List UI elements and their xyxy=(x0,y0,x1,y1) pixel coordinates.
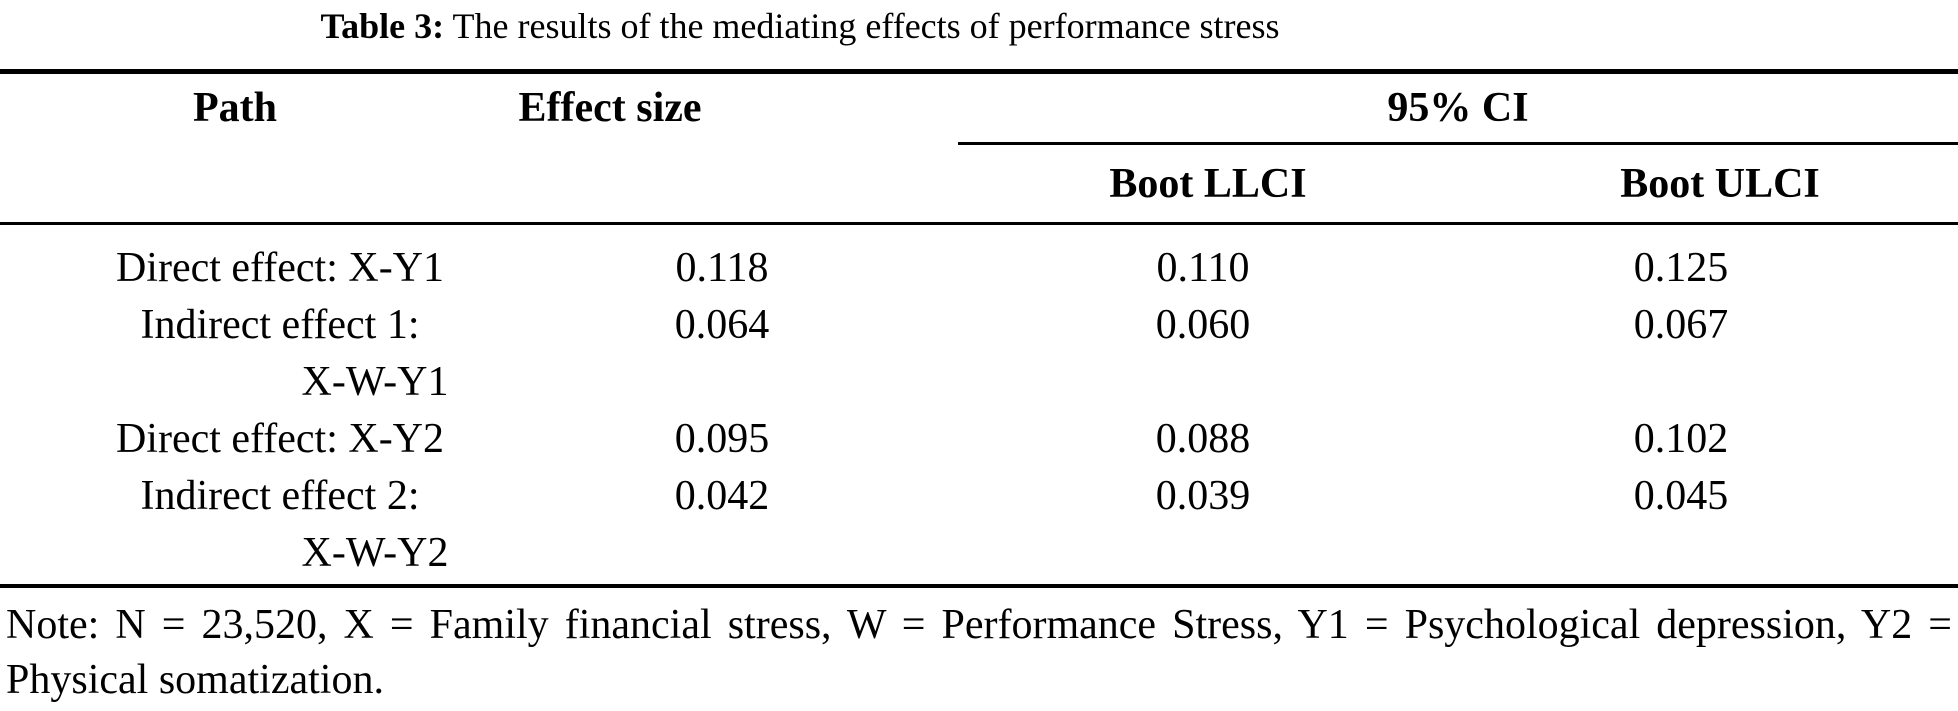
path-line-1: Indirect effect 1: xyxy=(140,302,420,348)
effect-size-cell: 0.118 xyxy=(675,245,769,291)
column-header-path: Path xyxy=(193,85,277,131)
table-title-text: The results of the mediating effects of … xyxy=(444,6,1280,46)
header-bottom-rule xyxy=(0,222,1958,225)
table-row: Indirect effect 1: X-W-Y1 0.064 0.060 0.… xyxy=(0,297,1958,411)
note-line-2: Physical somatization. xyxy=(6,657,384,703)
path-cell: Indirect effect 1: X-W-Y1 xyxy=(0,297,560,411)
table-number-label: Table 3: xyxy=(320,6,445,46)
boot-ulci-cell: 0.045 xyxy=(1633,473,1729,519)
table-note: Note: N = 23,520, X = Family financial s… xyxy=(6,598,1952,708)
boot-ulci-cell: 0.102 xyxy=(1633,416,1729,462)
boot-llci-cell: 0.039 xyxy=(1155,473,1251,519)
path-line-2: X-W-Y1 xyxy=(301,359,449,405)
effect-size-cell: 0.042 xyxy=(674,473,770,519)
table-bottom-rule xyxy=(0,584,1958,588)
ci-spanner-rule xyxy=(958,142,1958,145)
column-header-ci: 95% CI xyxy=(1387,85,1529,131)
boot-ulci-cell: 0.125 xyxy=(1633,245,1729,291)
path-cell: Indirect effect 2: X-W-Y2 xyxy=(0,468,560,582)
path-line-1: Indirect effect 2: xyxy=(140,473,420,519)
path-cell: Direct effect: X-Y1 xyxy=(115,245,445,291)
path-line-2: X-W-Y2 xyxy=(301,530,449,576)
column-header-boot-ulci: Boot ULCI xyxy=(1620,161,1820,207)
table-row: Direct effect: X-Y2 0.095 0.088 0.102 xyxy=(0,411,1958,468)
table-body: Direct effect: X-Y1 0.118 0.110 0.125 In… xyxy=(0,240,1958,582)
boot-llci-cell: 0.110 xyxy=(1156,245,1250,291)
table-row: Indirect effect 2: X-W-Y2 0.042 0.039 0.… xyxy=(0,468,1958,582)
note-line-1: Note: N = 23,520, X = Family financial s… xyxy=(6,602,1952,648)
boot-ulci-cell: 0.067 xyxy=(1633,302,1729,348)
table-title: Table 3: The results of the mediating ef… xyxy=(0,4,1600,48)
column-header-boot-llci: Boot LLCI xyxy=(1109,161,1307,207)
boot-llci-cell: 0.088 xyxy=(1155,416,1251,462)
column-header-effect-size: Effect size xyxy=(518,85,702,131)
table-row: Direct effect: X-Y1 0.118 0.110 0.125 xyxy=(0,240,1958,297)
table-top-rule xyxy=(0,69,1958,74)
path-cell: Direct effect: X-Y2 xyxy=(115,416,445,462)
effect-size-cell: 0.095 xyxy=(674,416,770,462)
effect-size-cell: 0.064 xyxy=(674,302,770,348)
boot-llci-cell: 0.060 xyxy=(1155,302,1251,348)
